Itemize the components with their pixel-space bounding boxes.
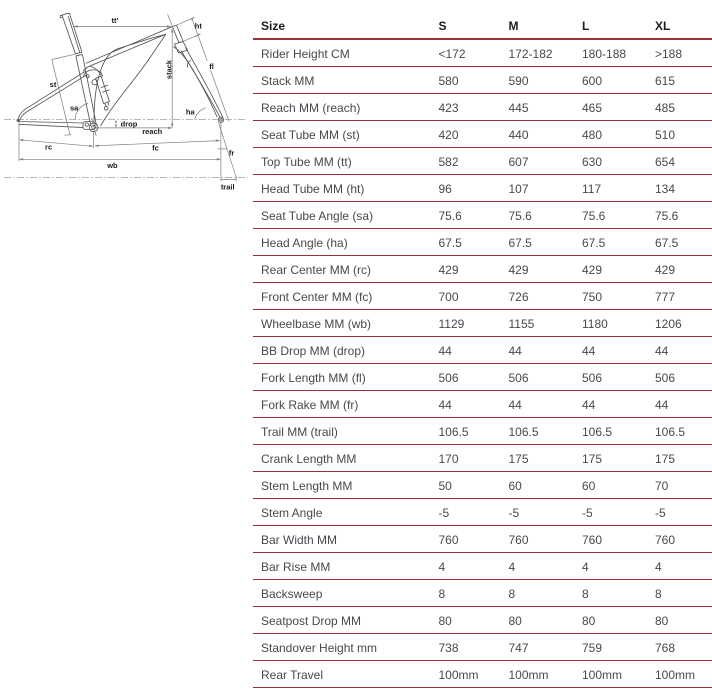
svg-text:rc: rc [45,142,52,151]
svg-text:reach: reach [142,127,162,136]
svg-text:fr: fr [229,148,234,157]
svg-text:wb: wb [106,161,118,170]
svg-text:stack: stack [165,59,174,79]
svg-text:sa: sa [70,103,79,112]
svg-text:fl: fl [209,62,214,71]
svg-text:fc: fc [152,144,159,153]
svg-text:drop: drop [121,120,138,129]
svg-text:trail: trail [221,183,235,192]
svg-text:st: st [50,80,57,89]
svg-text:tt’: tt’ [111,16,118,25]
svg-text:ha: ha [186,107,196,116]
svg-text:ht: ht [195,21,203,30]
